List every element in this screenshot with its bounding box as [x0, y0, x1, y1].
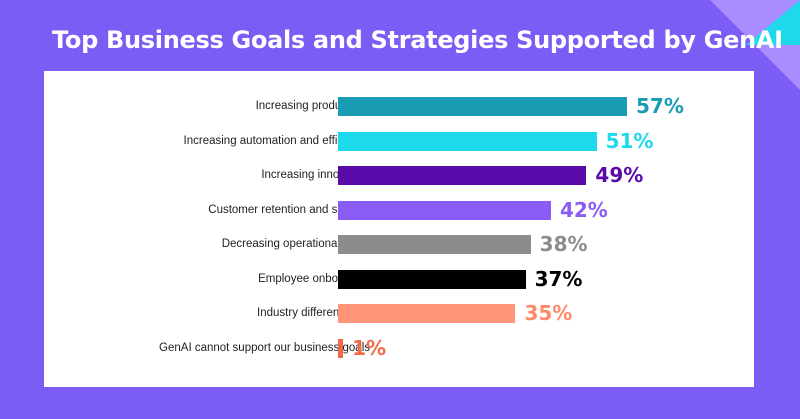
value-label: 49% [595, 163, 644, 187]
value-label: 35% [524, 301, 573, 325]
bar [338, 304, 516, 323]
category-label: Increasing automation and efficiency [183, 134, 370, 147]
corner-accent-triangle [746, 0, 800, 45]
value-label: 57% [635, 94, 684, 118]
category-label: Industry differentiation [257, 307, 370, 319]
category-label: Customer retention and support [208, 203, 370, 216]
bar [338, 166, 587, 185]
value-label: 37% [534, 266, 583, 291]
bar [338, 200, 551, 220]
bar-chart: Increasing productivity 57% Increasing aut… [44, 71, 754, 387]
bar [338, 235, 531, 254]
value-label: 38% [539, 232, 588, 256]
chart-title: Top Business Goals and Strategies Suppor… [52, 26, 783, 54]
bar [338, 269, 526, 289]
value-label: 51% [605, 128, 654, 153]
category-label: Increasing innovation [261, 169, 370, 181]
corner-decoration [710, 0, 800, 90]
value-label: 1% [352, 335, 387, 360]
chart-panel: Increasing productivity 57% Increasing aut… [44, 71, 754, 387]
category-label: Increasing productivity [255, 100, 370, 112]
bar [338, 338, 344, 358]
category-label: Employee onboarding [258, 272, 370, 285]
value-label: 42% [559, 197, 608, 222]
bar [338, 131, 597, 151]
category-label: Decreasing operational costs [221, 238, 370, 250]
category-label: GenAI cannot support our business goals [159, 341, 370, 354]
bar [338, 97, 627, 116]
